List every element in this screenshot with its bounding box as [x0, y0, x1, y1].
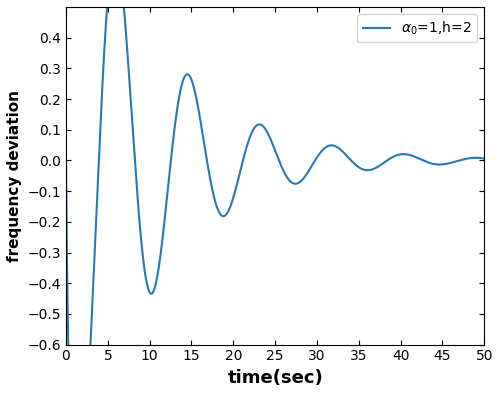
$\alpha_0$=1,h=2 [335, 145, 341, 150]
Line: $\alpha_0$=1,h=2: $\alpha_0$=1,h=2 [66, 0, 484, 394]
$\alpha_0$=1,h=2 [481, 156, 487, 161]
$\alpha_0$=1,h=2 [314, 155, 320, 160]
$\alpha_0$=1,h=2 [63, 158, 69, 163]
$\alpha_0$=1,h=2 [139, 247, 145, 252]
Y-axis label: frequency deviation: frequency deviation [7, 90, 22, 262]
Legend: $\alpha_0$=1,h=2: $\alpha_0$=1,h=2 [357, 14, 478, 43]
$\alpha_0$=1,h=2 [375, 164, 381, 169]
$\alpha_0$=1,h=2 [407, 153, 413, 158]
$\alpha_0$=1,h=2 [223, 212, 229, 217]
X-axis label: time(sec): time(sec) [228, 369, 323, 387]
